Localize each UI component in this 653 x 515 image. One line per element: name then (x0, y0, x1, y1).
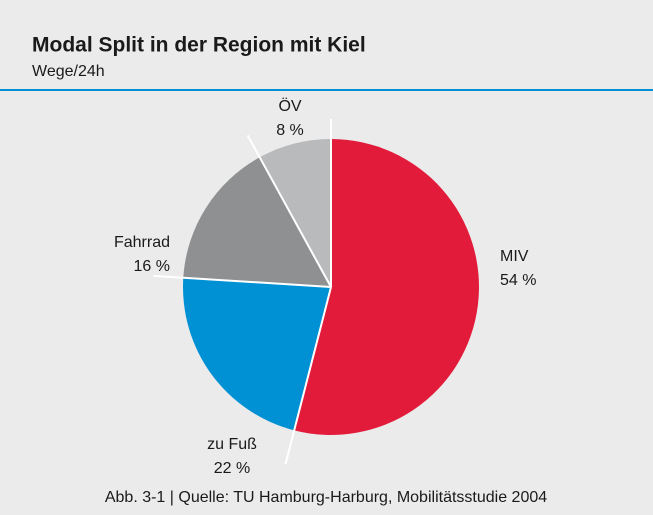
pie-slice (183, 157, 331, 287)
slice-label: zu Fuß (207, 436, 257, 453)
slice-label: MIV (500, 248, 529, 265)
caption: Abb. 3-1 | Quelle: TU Hamburg-Harburg, M… (105, 489, 547, 506)
chart-subtitle: Wege/24h (32, 63, 105, 80)
pie-slice (182, 277, 331, 431)
pie-slice (259, 139, 331, 287)
pie-slice (294, 139, 479, 435)
slice-separator (246, 134, 332, 288)
slice-value-label: 8 % (276, 122, 304, 139)
slice-value-label: 16 % (134, 258, 170, 275)
slice-label: Fahrrad (114, 234, 170, 251)
chart-title: Modal Split in der Region mit Kiel (32, 34, 366, 57)
slice-separator (284, 286, 332, 465)
slice-label: ÖV (278, 97, 301, 115)
slice-value-label: 22 % (214, 460, 250, 477)
slice-value-label: 54 % (500, 272, 536, 289)
slice-separator (153, 274, 332, 288)
